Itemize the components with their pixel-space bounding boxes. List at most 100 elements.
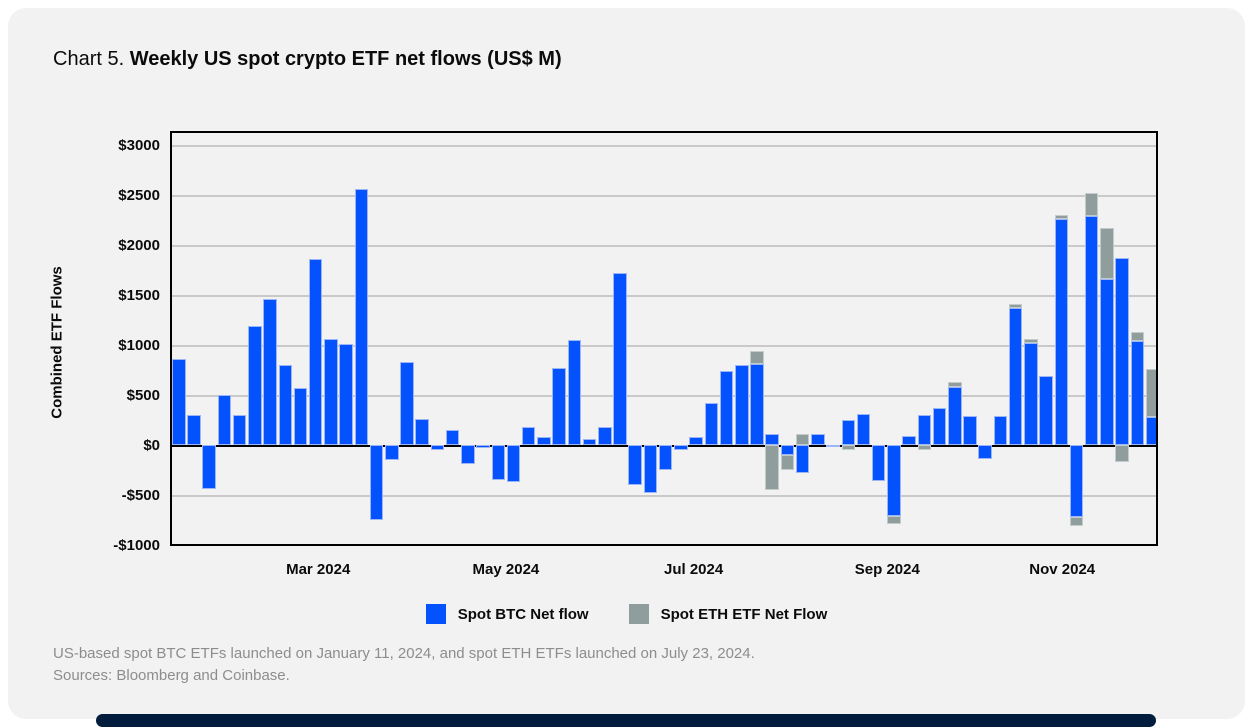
bar-segment-btc	[689, 436, 703, 445]
bar-segment-btc	[978, 445, 992, 459]
bar-segment-btc	[582, 439, 597, 445]
bar-segment-btc	[293, 388, 308, 445]
bar-segment-btc	[643, 445, 658, 493]
y-tick--1000: -$1000	[113, 537, 160, 554]
bar-segment-eth	[780, 454, 795, 470]
bar-segment-btc	[826, 445, 840, 447]
gridline-2000	[172, 245, 1156, 247]
legend-item-eth: Spot ETH ETF Net Flow	[628, 604, 828, 624]
bar-segment-btc	[674, 445, 688, 450]
bar-segment-btc	[248, 326, 262, 445]
gridline-3000	[172, 145, 1156, 147]
bar-segment-btc	[932, 407, 947, 445]
bar-segment-btc	[811, 433, 825, 445]
bar-segment-btc	[1069, 445, 1084, 517]
chart-legend: Spot BTC Net flow Spot ETH ETF Net Flow	[0, 604, 1253, 624]
bar-segment-btc	[324, 339, 338, 445]
bar-segment-eth	[765, 445, 779, 490]
bar-segment-eth	[1084, 193, 1099, 216]
bar-segment-eth	[1008, 303, 1023, 308]
bar-segment-eth	[1130, 331, 1144, 341]
y-tick-1000: $1000	[118, 337, 160, 354]
x-tick-nov-2024: Nov 2024	[1029, 561, 1096, 578]
bar-segment-btc	[871, 445, 886, 481]
bar-segment-btc	[172, 359, 186, 445]
bar-segment-btc	[628, 445, 642, 485]
bar-segment-eth	[948, 382, 962, 387]
bottom-accent-bar	[96, 714, 1156, 727]
x-tick-jul-2024: Jul 2024	[663, 561, 724, 578]
gridline--500	[172, 495, 1156, 497]
bar-segment-btc	[993, 416, 1008, 445]
chart-title-text: Weekly US spot crypto ETF net flows (US$…	[129, 48, 562, 70]
x-tick-sep-2024: Sep 2024	[854, 561, 920, 578]
y-tick-2000: $2000	[118, 237, 160, 254]
legend-label-eth: Spot ETH ETF Net Flow	[660, 605, 828, 623]
bar-segment-eth	[841, 445, 855, 450]
x-tick-mar-2024: Mar 2024	[286, 561, 351, 578]
bar-segment-btc	[461, 445, 475, 464]
footnotes: US-based spot BTC ETFs launched on Janua…	[53, 643, 755, 687]
y-tick-1500: $1500	[118, 287, 160, 304]
bar-segment-eth	[1145, 369, 1156, 417]
bar-segment-btc	[780, 445, 795, 455]
bar-segment-btc	[202, 445, 216, 489]
bar-segment-btc	[308, 259, 323, 445]
footnote-launch-dates: US-based spot BTC ETFs launched on Janua…	[53, 645, 755, 662]
bar-segment-eth	[1069, 517, 1084, 526]
bar-segment-btc	[841, 420, 855, 445]
bar-segment-btc	[552, 368, 566, 445]
bar-segment-btc	[1100, 278, 1114, 445]
bar-segment-btc	[765, 433, 779, 445]
gridline-500	[172, 395, 1156, 397]
y-tick-0: $0	[143, 437, 160, 454]
y-tick-3000: $3000	[118, 137, 160, 154]
bar-segment-btc	[1008, 308, 1023, 445]
bar-segment-btc	[963, 416, 977, 445]
bar-segment-eth	[1100, 227, 1114, 279]
bar-segment-btc	[887, 445, 901, 516]
bar-segment-btc	[567, 340, 582, 445]
bar-segment-btc	[521, 426, 536, 445]
bar-segment-btc	[537, 437, 551, 445]
bar-segment-eth	[795, 433, 810, 445]
bar-segment-btc	[856, 414, 871, 445]
bar-segment-eth	[1115, 445, 1129, 462]
plot-area	[170, 131, 1158, 546]
bar-segment-btc	[658, 445, 673, 470]
bar-segment-btc	[430, 445, 445, 450]
y-tick--500: -$500	[121, 487, 160, 504]
legend-swatch-btc	[425, 604, 446, 624]
y-tick-500: $500	[126, 387, 160, 404]
legend-label-btc: Spot BTC Net flow	[457, 605, 589, 623]
bar-segment-btc	[613, 273, 627, 445]
chart-title: Chart 5. Weekly US spot crypto ETF net f…	[53, 48, 562, 71]
bar-segment-btc	[1054, 218, 1068, 445]
x-tick-may-2024: May 2024	[472, 561, 540, 578]
bar-segment-eth	[750, 351, 764, 364]
footnote-sources: Sources: Bloomberg and Coinbase.	[53, 667, 290, 684]
bar-segment-btc	[491, 445, 505, 480]
bar-segment-btc	[400, 361, 414, 445]
legend-swatch-eth	[628, 604, 649, 624]
bar-segment-btc	[339, 344, 353, 445]
bar-segment-btc	[1145, 416, 1156, 445]
bar-segment-btc	[263, 299, 277, 445]
bar-segment-btc	[369, 445, 384, 520]
bar-segment-btc	[506, 445, 521, 482]
bar-segment-eth	[1054, 215, 1068, 219]
bar-segment-btc	[385, 445, 399, 460]
bar-segment-btc	[217, 395, 232, 445]
bar-segment-btc	[750, 363, 764, 445]
bar-segment-btc	[719, 371, 734, 445]
bar-segment-btc	[445, 430, 460, 445]
y-tick-2500: $2500	[118, 187, 160, 204]
bar-segment-btc	[1039, 376, 1053, 445]
bar-segment-btc	[598, 426, 612, 445]
chart-number-label: Chart 5.	[53, 48, 130, 70]
gridline-2500	[172, 195, 1156, 197]
bar-segment-eth	[887, 515, 901, 524]
bar-segment-btc	[948, 386, 962, 445]
bar-segment-btc	[415, 418, 429, 445]
